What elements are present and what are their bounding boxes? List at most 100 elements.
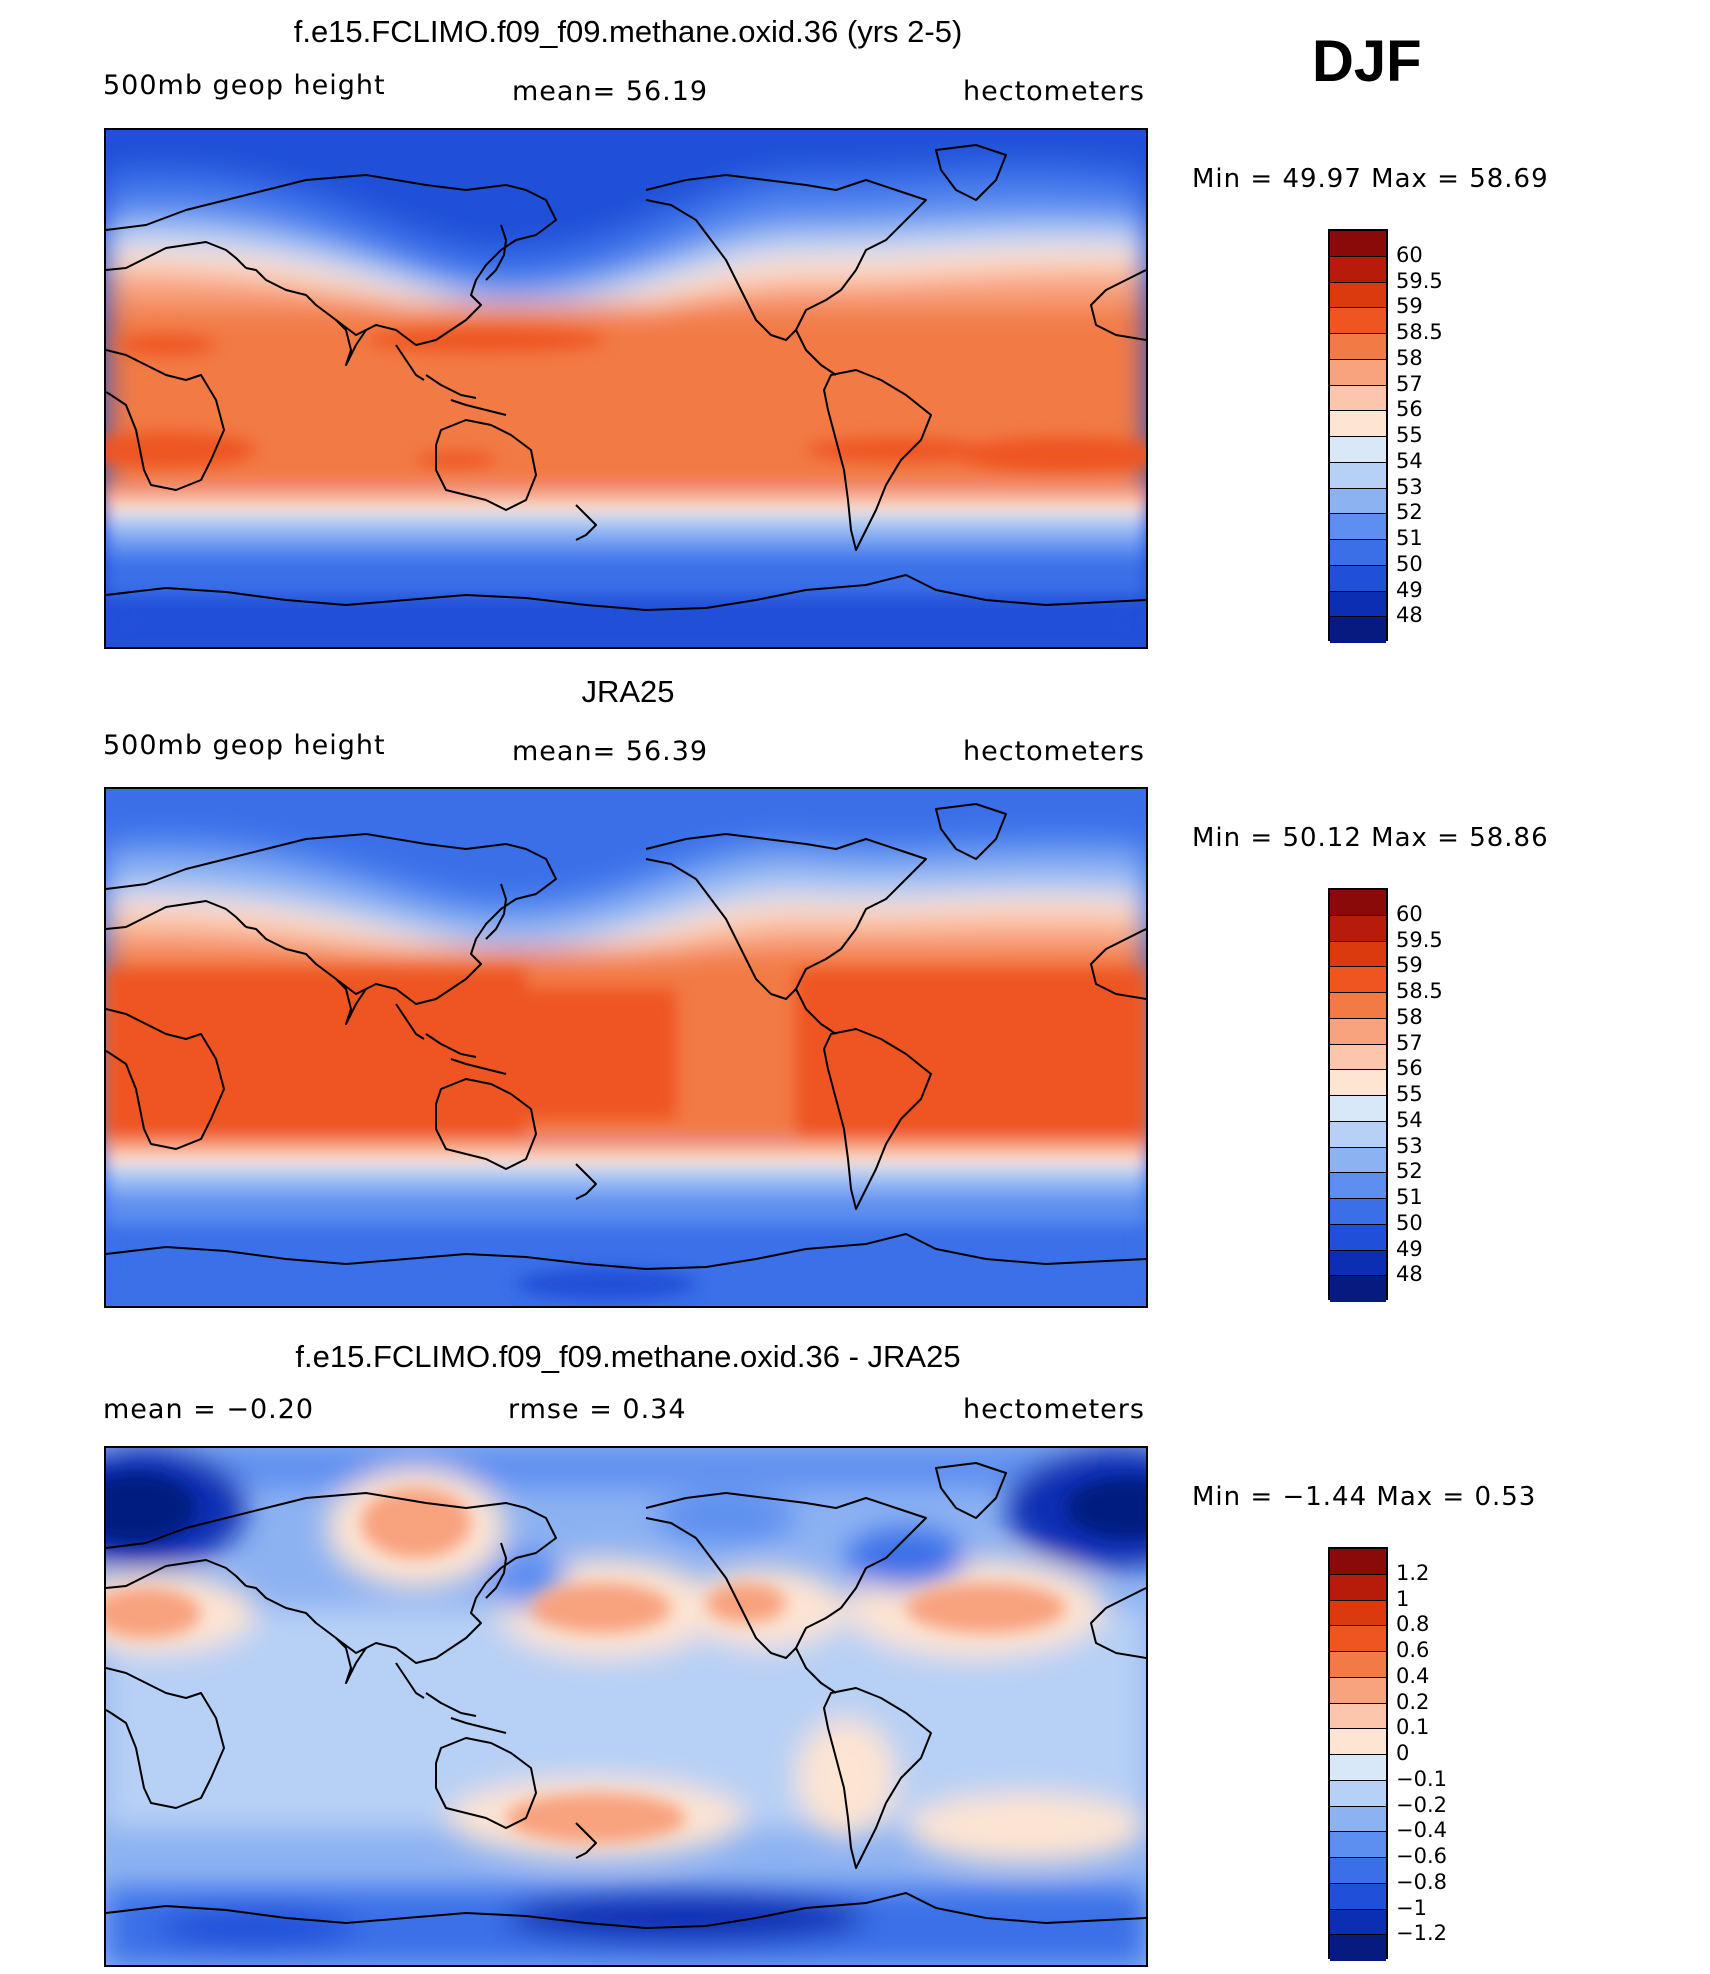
- panel-2-map: [104, 787, 1148, 1308]
- colorbar-box: [1330, 941, 1386, 968]
- colorbar-box: [1330, 462, 1386, 489]
- colorbar-box: [1330, 488, 1386, 515]
- colorbar-tick-label: 53: [1396, 1133, 1423, 1158]
- colorbar-tick-label: 0.6: [1396, 1638, 1430, 1662]
- colorbar-tick-label: 1: [1396, 1586, 1410, 1611]
- panel-2-variable-label: 500mb geop height: [103, 730, 386, 761]
- colorbar-box: [1330, 1018, 1386, 1045]
- colorbar-tick-label: 50: [1396, 551, 1423, 576]
- colorbar-box: [1330, 617, 1386, 643]
- colorbar-box: [1330, 514, 1386, 540]
- colorbar-tick-label: 60: [1396, 242, 1423, 267]
- panel-3-mean-label: mean = −0.20: [103, 1394, 315, 1425]
- panel-2-mean-label: mean= 56.39: [512, 736, 709, 767]
- colorbar-box: [1330, 890, 1386, 916]
- colorbar-box: [1330, 385, 1386, 412]
- colorbar-box: [1330, 1276, 1386, 1302]
- colorbar-box: [1330, 1729, 1386, 1755]
- colorbar-tick-label: 58.5: [1396, 320, 1443, 344]
- panel-2-minmax: Min = 50.12 Max = 58.86: [1192, 823, 1549, 853]
- colorbar-tick-label: 51: [1396, 1185, 1423, 1209]
- colorbar-tick-label: 56: [1396, 1056, 1423, 1081]
- panel-3-rmse-label: rmse = 0.34: [508, 1394, 687, 1425]
- colorbar-box: [1330, 411, 1386, 437]
- colorbar-box: [1330, 967, 1386, 993]
- colorbar-box: [1330, 1626, 1386, 1652]
- colorbar-tick-label: 60: [1396, 901, 1423, 926]
- colorbar-tick-label: 56: [1396, 397, 1423, 422]
- colorbar-box: [1330, 1173, 1386, 1199]
- colorbar-tick-label: 59.5: [1396, 927, 1443, 952]
- colorbar-box: [1330, 1780, 1386, 1807]
- colorbar-tick-label: 49: [1396, 1236, 1423, 1261]
- panel-1-mean-label: mean= 56.19: [512, 76, 709, 107]
- panel-3-title: f.e15.FCLIMO.f09_f09.methane.oxid.36 - J…: [295, 1339, 961, 1374]
- colorbar-box: [1330, 1549, 1386, 1575]
- colorbar-box: [1330, 437, 1386, 463]
- panel-3-map: [104, 1446, 1148, 1967]
- colorbar-box: [1330, 1250, 1386, 1277]
- colorbar-box: [1330, 1909, 1386, 1936]
- panel-1-title: f.e15.FCLIMO.f09_f09.methane.oxid.36 (yr…: [293, 14, 963, 49]
- colorbar-tick-label: 58: [1396, 345, 1423, 370]
- colorbar-tick-label: 0: [1396, 1741, 1410, 1765]
- colorbar-tick-label: −0.2: [1396, 1792, 1447, 1817]
- colorbar-tick-label: 54: [1396, 448, 1423, 473]
- colorbar-box: [1330, 256, 1386, 283]
- colorbar-tick-label: −0.4: [1396, 1818, 1447, 1843]
- colorbar-tick-label: 59: [1396, 294, 1423, 319]
- colorbar-box: [1330, 308, 1386, 334]
- colorbar-tick-label: −0.1: [1396, 1766, 1447, 1791]
- colorbar-box: [1330, 915, 1386, 942]
- colorbar-tick-label: 51: [1396, 526, 1423, 550]
- colorbar-tick-label: −1: [1396, 1895, 1427, 1920]
- colorbar-box: [1330, 1147, 1386, 1174]
- colorbar-tick-label: 53: [1396, 474, 1423, 499]
- colorbar-tick-label: 55: [1396, 1082, 1423, 1106]
- colorbar-tick-label: −0.8: [1396, 1869, 1447, 1894]
- colorbar-box: [1330, 1224, 1386, 1251]
- colorbar-tick-label: 59.5: [1396, 268, 1443, 293]
- panel-3-units-label: hectometers: [963, 1394, 1145, 1425]
- colorbar-box: [1330, 1755, 1386, 1781]
- colorbar-box: [1330, 1600, 1386, 1627]
- colorbar-box: [1330, 359, 1386, 386]
- colorbar-box: [1330, 565, 1386, 592]
- colorbar-tick-label: 0.2: [1396, 1689, 1430, 1714]
- colorbar-tick-label: 52: [1396, 1159, 1423, 1184]
- colorbar-tick-label: 0.8: [1396, 1612, 1430, 1637]
- panel-1-units-label: hectometers: [963, 76, 1145, 107]
- colorbar-tick-label: −1.2: [1396, 1921, 1447, 1946]
- panel-3-colorbar: [1328, 1547, 1388, 1961]
- colorbar-box: [1330, 1070, 1386, 1096]
- colorbar-tick-label: 52: [1396, 500, 1423, 525]
- colorbar-box: [1330, 993, 1386, 1019]
- panel-1-colorbar: [1328, 229, 1388, 643]
- colorbar-box: [1330, 1832, 1386, 1858]
- season-label: DJF: [1312, 29, 1422, 94]
- colorbar-box: [1330, 1703, 1386, 1730]
- panel-2-units-label: hectometers: [963, 736, 1145, 767]
- colorbar-tick-label: 48: [1396, 603, 1423, 628]
- colorbar-box: [1330, 1044, 1386, 1071]
- colorbar-tick-label: 0.1: [1396, 1715, 1430, 1740]
- colorbar-box: [1330, 591, 1386, 618]
- colorbar-tick-label: 55: [1396, 423, 1423, 447]
- colorbar-box: [1330, 1677, 1386, 1704]
- panel-2-colorbar: [1328, 888, 1388, 1302]
- colorbar-tick-label: −0.6: [1396, 1844, 1447, 1868]
- colorbar-box: [1330, 1574, 1386, 1601]
- colorbar-box: [1330, 1121, 1386, 1148]
- panel-3-minmax: Min = −1.44 Max = 0.53: [1192, 1482, 1537, 1512]
- panel-2-title: JRA25: [581, 674, 675, 709]
- colorbar-box: [1330, 1858, 1386, 1884]
- colorbar-box: [1330, 231, 1386, 257]
- colorbar-tick-label: 49: [1396, 577, 1423, 602]
- panel-1-contour-field: [106, 130, 1146, 647]
- colorbar-tick-label: 57: [1396, 371, 1423, 396]
- colorbar-box: [1330, 1883, 1386, 1910]
- panel-1-variable-label: 500mb geop height: [103, 70, 386, 101]
- colorbar-box: [1330, 1652, 1386, 1678]
- colorbar-box: [1330, 540, 1386, 566]
- colorbar-box: [1330, 1199, 1386, 1225]
